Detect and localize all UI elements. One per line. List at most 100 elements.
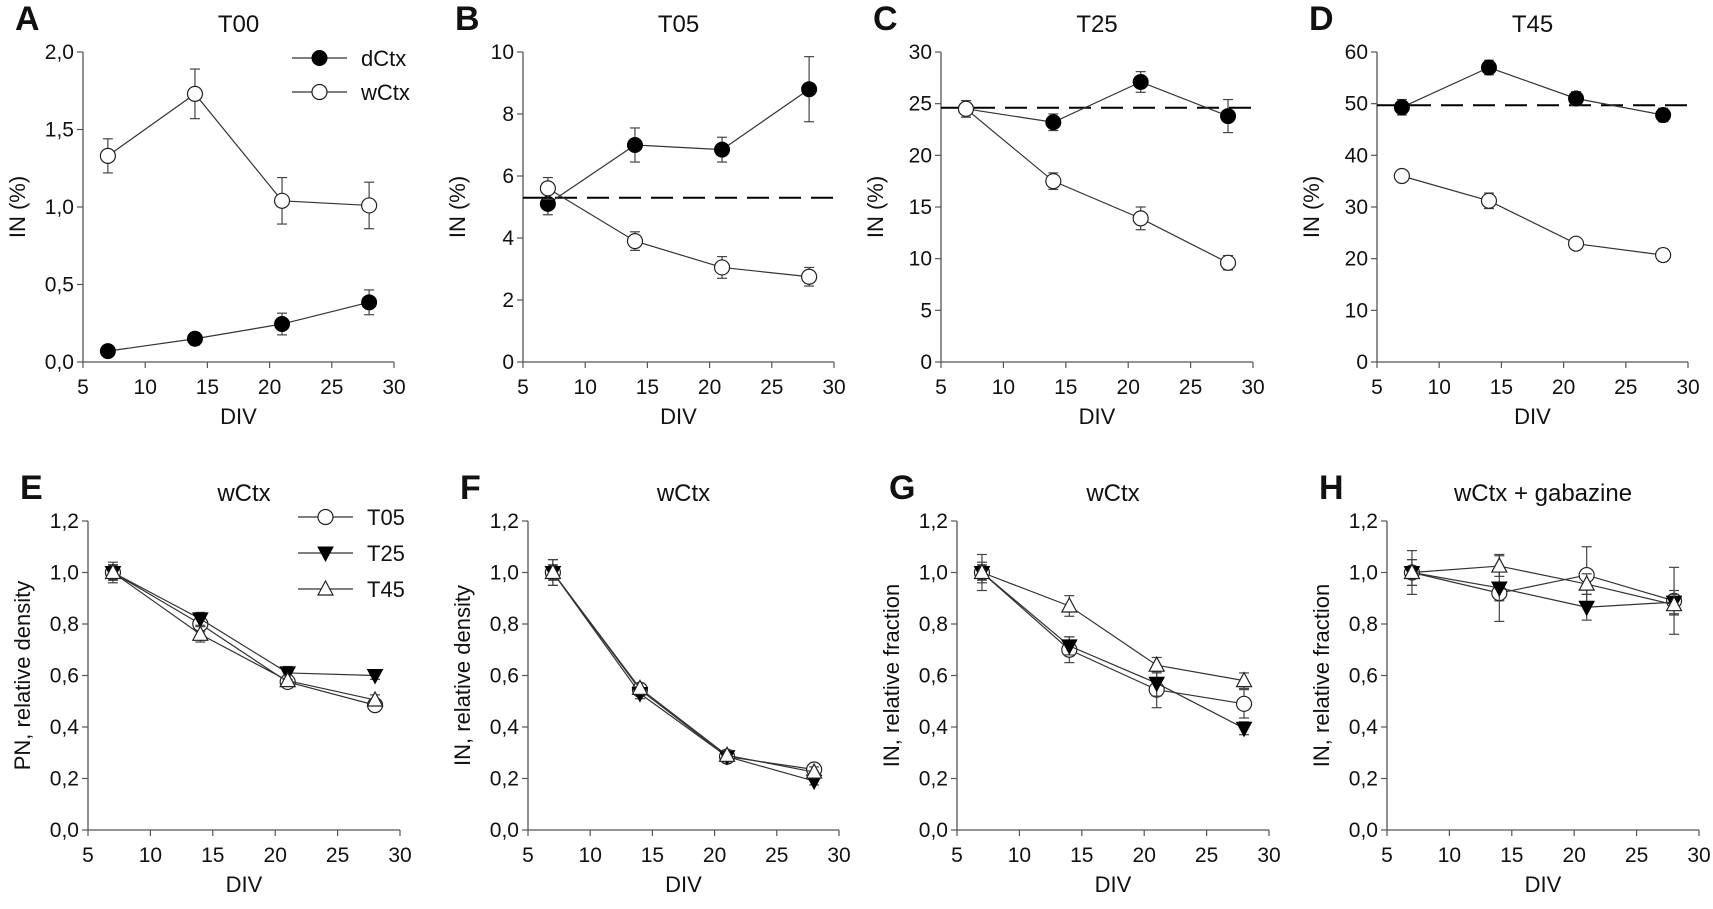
series-filled-circle (957, 71, 1237, 134)
y-tick-label: 30 (1345, 196, 1368, 219)
panel-letter: E (20, 469, 43, 507)
x-tick-label: 10 (1428, 376, 1451, 399)
data-point (1148, 655, 1166, 672)
data-point (1220, 108, 1237, 125)
chart-title: wCtx (1085, 480, 1139, 507)
x-tick-label: 20 (1563, 844, 1586, 867)
y-tick-label: 0,2 (919, 768, 948, 791)
legend-label: wCtx (360, 80, 410, 105)
data-point (1578, 574, 1596, 591)
x-tick-label: 30 (822, 376, 845, 399)
legend-item-t45: T45 (298, 577, 405, 602)
y-tick-label: 0,8 (919, 613, 948, 636)
y-axis-label: IN (%) (1299, 176, 1324, 238)
series-open-triangle-up (1403, 550, 1683, 616)
y-tick-label: 0,8 (50, 613, 79, 636)
data-point (186, 85, 204, 102)
y-tick-label: 0,6 (490, 665, 519, 688)
y-tick-label: 10 (491, 41, 514, 64)
y-tick-label: 0,5 (45, 274, 74, 297)
data-point (1403, 563, 1421, 580)
x-tick-label: 30 (1687, 844, 1710, 867)
x-axis-label: DIV (1525, 872, 1562, 897)
data-point (626, 233, 644, 250)
y-tick-label: 1,2 (490, 510, 519, 533)
x-tick-label: 30 (1241, 376, 1264, 399)
x-tick-label: 20 (703, 844, 726, 867)
series-line (981, 572, 1245, 705)
data-point (1060, 596, 1078, 613)
data-point (273, 192, 291, 209)
y-tick-label: 5 (920, 299, 932, 322)
chart-title: T25 (1076, 11, 1117, 38)
series-line (547, 187, 810, 278)
y-tick-label: 0,8 (1349, 613, 1378, 636)
data-point (186, 330, 203, 347)
data-point (801, 268, 818, 285)
y-axis-label: IN, relative fraction (1309, 584, 1334, 767)
y-tick-label: 0,2 (1349, 768, 1378, 791)
y-axis-label: PN, relative density (10, 581, 35, 771)
chart-title: T45 (1512, 11, 1553, 38)
panel-d: D T45 5 10 15 20 25 30 0 10 20 30 40 50 60 DIV IN (%) (1299, 0, 1700, 429)
y-tick-label: 1,0 (490, 562, 519, 585)
x-tick-label: 30 (827, 844, 850, 867)
data-point (1480, 59, 1497, 76)
x-tick-label: 20 (1117, 376, 1140, 399)
y-tick-label: 25 (909, 93, 932, 116)
y-tick-label: 0,2 (50, 768, 79, 791)
y-tick-label: 30 (909, 41, 932, 64)
series-t05 (104, 564, 384, 714)
data-point (366, 690, 384, 707)
x-tick-label: 15 (641, 844, 664, 867)
x-axis-label: DIV (226, 872, 263, 897)
x-axis-label: DIV (1079, 404, 1116, 429)
y-tick-label: 40 (1345, 144, 1368, 167)
series-open-triangle-up (973, 553, 1253, 689)
chart-title: wCtx (656, 480, 710, 507)
chart-title: T00 (218, 11, 259, 38)
series-filled-triangle-down (973, 564, 1253, 738)
chart-title: wCtx + gabazine (1453, 480, 1632, 507)
legend-label: dCtx (361, 46, 406, 71)
data-point (631, 679, 649, 695)
y-tick-label: 50 (1345, 93, 1368, 116)
data-point (361, 197, 378, 214)
legend-marker (311, 83, 328, 101)
series-line (1401, 175, 1664, 256)
x-tick-label: 5 (522, 844, 534, 867)
y-tick-label: 0 (502, 351, 514, 374)
x-tick-label: 25 (1625, 844, 1648, 867)
data-point (544, 563, 562, 580)
y-tick-label: 0 (920, 351, 932, 374)
x-tick-label: 20 (258, 376, 281, 399)
legend: dCtx wCtx (292, 46, 410, 105)
x-tick-label: 20 (1133, 844, 1156, 867)
x-tick-label: 15 (636, 376, 659, 399)
x-tick-label: 10 (992, 376, 1015, 399)
y-tick-label: 0,2 (490, 768, 519, 791)
y-tick-label: 4 (502, 227, 514, 250)
data-point (1148, 676, 1166, 693)
y-tick-label: 2 (502, 289, 514, 312)
y-axis-label: IN, relative fraction (879, 584, 904, 767)
x-tick-label: 10 (1008, 844, 1031, 867)
series-filled-triangle-down (544, 564, 823, 791)
x-tick-label: 30 (1676, 376, 1699, 399)
series-line (112, 572, 376, 701)
legend-marker (316, 579, 335, 596)
data-point (1060, 639, 1078, 655)
data-point (1480, 192, 1498, 209)
y-tick-label: 1,2 (50, 510, 79, 533)
y-tick-label: 1,0 (45, 196, 74, 219)
legend-item-t25: T25 (298, 541, 405, 566)
series-open-circle (1403, 546, 1683, 635)
legend-marker (311, 50, 328, 66)
panel-letter: A (15, 0, 40, 38)
panel-letter: C (873, 0, 898, 38)
data-point (973, 563, 991, 580)
